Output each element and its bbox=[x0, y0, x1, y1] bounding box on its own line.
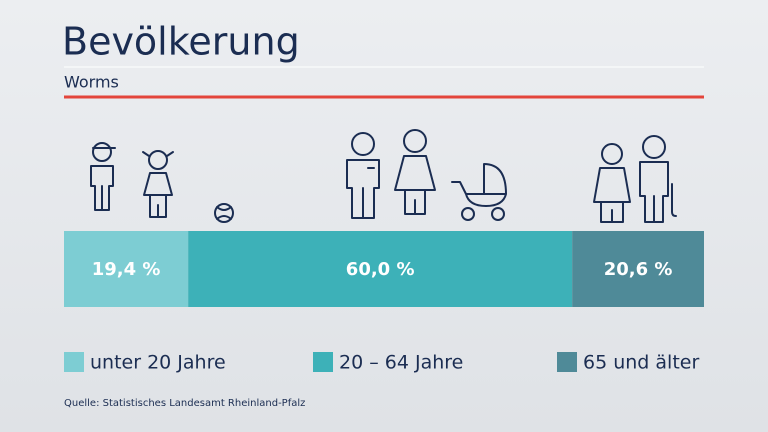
legend-swatch bbox=[313, 352, 333, 372]
legend-swatch bbox=[64, 352, 84, 372]
legend-swatch bbox=[557, 352, 577, 372]
value-label: 60,0 % bbox=[346, 259, 415, 280]
legend-label: unter 20 Jahre bbox=[90, 352, 226, 374]
value-label: 20,6 % bbox=[604, 259, 673, 280]
bar-segment bbox=[572, 231, 704, 307]
legend-label: 65 und älter bbox=[583, 352, 699, 374]
icons bbox=[90, 129, 677, 223]
chart-subtitle: Worms bbox=[64, 73, 119, 92]
bar-segment bbox=[188, 231, 573, 307]
bar-segment bbox=[64, 231, 189, 307]
legend-label: 20 – 64 Jahre bbox=[339, 352, 463, 374]
source-note: Quelle: Statistisches Landesamt Rheinlan… bbox=[64, 398, 305, 409]
chart-title: Bevölkerung bbox=[62, 20, 300, 64]
value-label: 19,4 % bbox=[92, 259, 161, 280]
